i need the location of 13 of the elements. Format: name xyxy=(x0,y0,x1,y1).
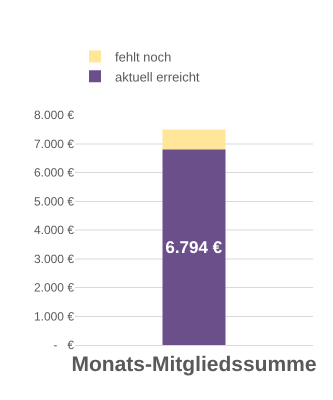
y-tick-label: 2.000 € xyxy=(34,280,74,295)
y-tick-label: 7.000 € xyxy=(34,136,74,151)
y-tick-label: 3.000 € xyxy=(34,252,74,266)
y-tick-label: 8.000 € xyxy=(34,108,74,122)
x-tick-label: Monats-Mitgliedssumme xyxy=(71,353,317,376)
data-label: 6.794 € xyxy=(165,238,223,257)
y-tick-label: 5.000 € xyxy=(34,194,74,208)
y-tick-label: 1.000 € xyxy=(34,309,74,324)
y-tick-label: - € xyxy=(53,338,74,352)
y-tick-label: 4.000 € xyxy=(34,223,74,238)
legend-label: aktuell erreicht xyxy=(115,69,200,84)
y-tick-label: 6.000 € xyxy=(34,166,74,180)
legend-label: fehlt noch xyxy=(115,49,172,64)
